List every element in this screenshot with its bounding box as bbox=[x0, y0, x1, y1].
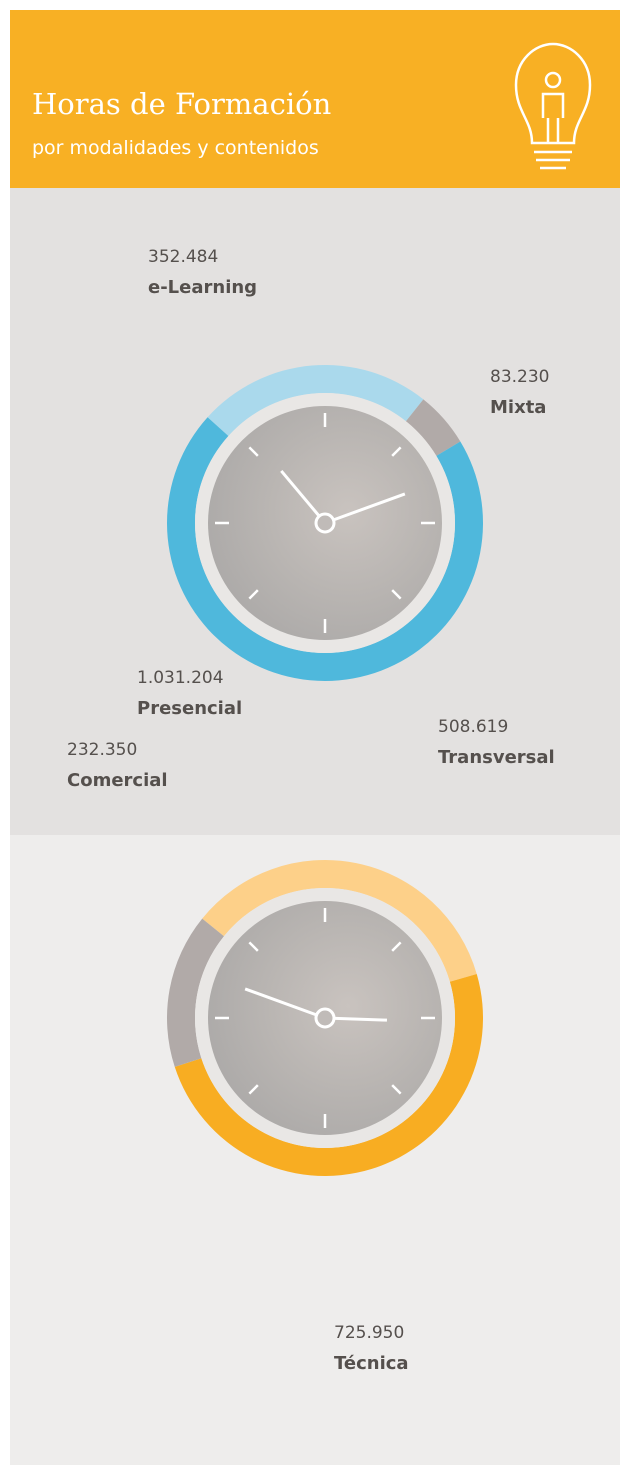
clock-tick bbox=[248, 589, 259, 600]
category-label: Presencial bbox=[137, 698, 242, 719]
clock-hand bbox=[244, 987, 326, 1020]
clock-tick bbox=[391, 446, 402, 457]
value-label: 232.350 bbox=[67, 740, 137, 760]
clock-tick bbox=[248, 1084, 259, 1095]
title: Horas de Formación bbox=[32, 87, 331, 121]
category-label: Comercial bbox=[67, 770, 168, 791]
clock-tick bbox=[248, 941, 259, 952]
clock-tick bbox=[391, 589, 402, 600]
value-label: 508.619 bbox=[438, 717, 508, 737]
donut-segment bbox=[207, 365, 424, 437]
value-label: 83.230 bbox=[490, 367, 549, 387]
clock-hand bbox=[280, 469, 327, 524]
clock-pin bbox=[314, 1007, 336, 1029]
value-label: 1.031.204 bbox=[137, 668, 224, 688]
donut-segment bbox=[174, 973, 483, 1176]
category-label: Transversal bbox=[438, 747, 555, 768]
clock-hand bbox=[324, 492, 406, 525]
donut-segment bbox=[405, 399, 461, 456]
clock-pin bbox=[314, 512, 336, 534]
value-label: 352.484 bbox=[148, 247, 218, 267]
value-label: 725.950 bbox=[334, 1323, 404, 1343]
category-label: Mixta bbox=[490, 397, 546, 418]
category-label: e-Learning bbox=[148, 277, 257, 298]
donut-segment bbox=[166, 918, 224, 1067]
donut-segment bbox=[167, 417, 484, 682]
subtitle: por modalidades y contenidos bbox=[32, 137, 319, 159]
bulb-icon bbox=[514, 42, 592, 170]
clock-tick bbox=[248, 446, 259, 457]
clock-tick bbox=[391, 941, 402, 952]
category-label: Técnica bbox=[334, 1353, 409, 1374]
clock-tick bbox=[391, 1084, 402, 1095]
donut-segment bbox=[202, 860, 477, 982]
